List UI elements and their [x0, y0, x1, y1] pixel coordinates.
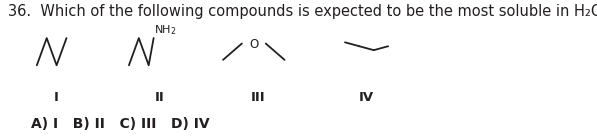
- Text: I: I: [54, 91, 59, 104]
- Text: II: II: [155, 91, 164, 104]
- Text: A) I   B) II   C) III   D) IV: A) I B) II C) III D) IV: [32, 117, 210, 131]
- Text: NH$_2$: NH$_2$: [154, 23, 177, 37]
- Text: 36.  Which of the following compounds is expected to be the most soluble in H₂O?: 36. Which of the following compounds is …: [8, 4, 597, 19]
- Text: O: O: [249, 38, 259, 51]
- Text: III: III: [251, 91, 266, 104]
- Text: IV: IV: [359, 91, 374, 104]
